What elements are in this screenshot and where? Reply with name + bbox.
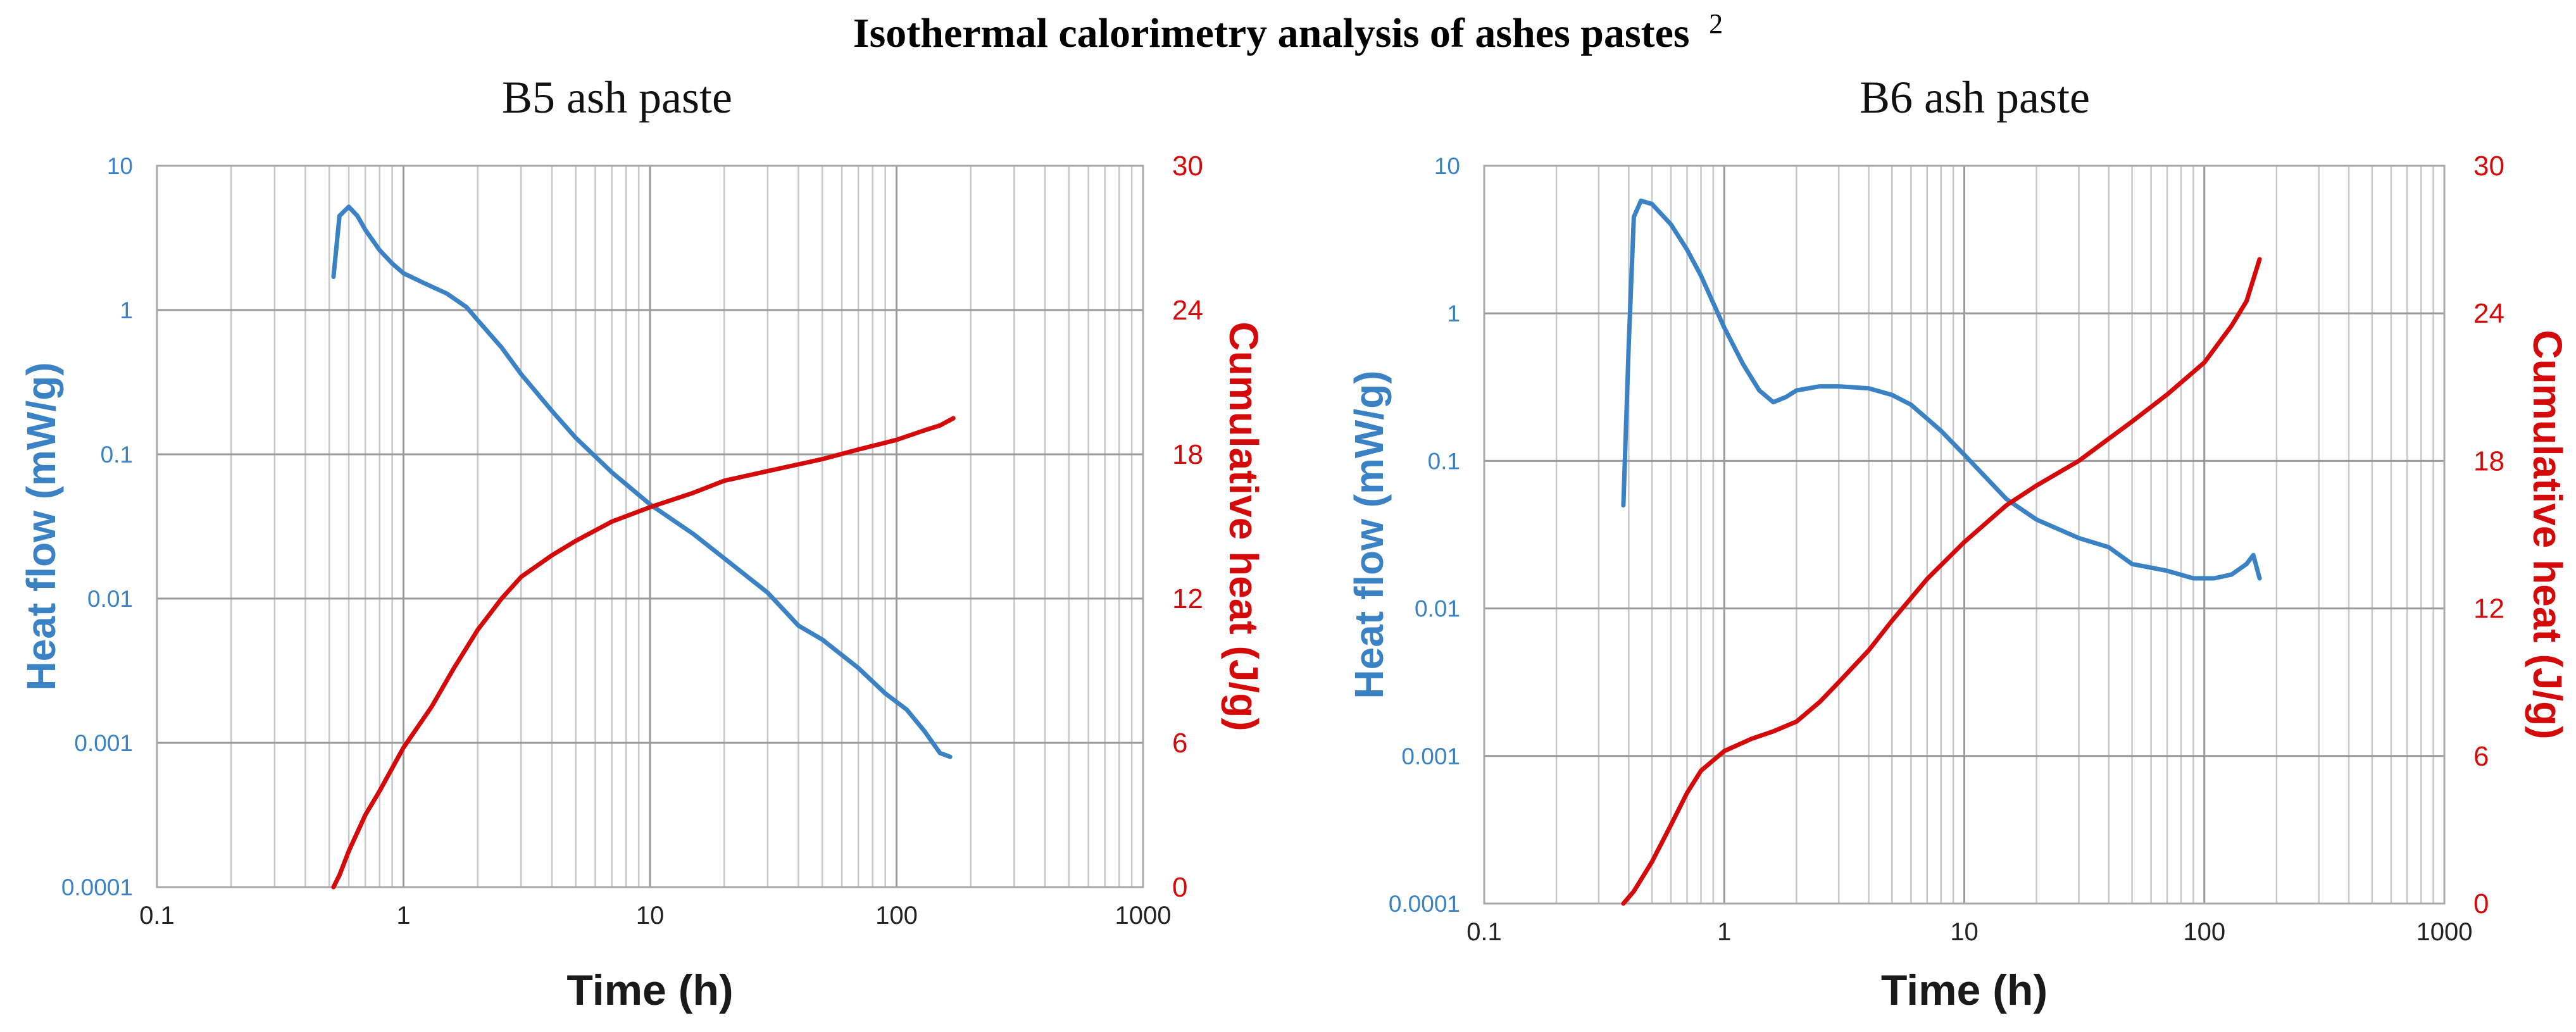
y-right-tick-label: 30: [2473, 151, 2504, 182]
x-tick-label: 1: [396, 902, 410, 929]
heat-flow-series-line: [1621, 198, 2262, 581]
y-right-tick-label: 6: [1172, 728, 1187, 759]
y-right-tick-label: 24: [2473, 298, 2504, 329]
y-left-tick-label: 1: [1447, 301, 1460, 326]
y-right-tick-label: 18: [1172, 439, 1203, 470]
y-right-axis-title: Cumulative heat (J/g): [2525, 330, 2570, 739]
y-right-tick-label: 12: [2473, 594, 2504, 625]
plot-frame: [156, 165, 1144, 888]
x-tick-label: 1000: [2417, 918, 2473, 946]
y-left-tick-label: 0.0001: [1389, 891, 1460, 917]
y-right-tick-label: 0: [1172, 872, 1187, 903]
x-tick-label: 10: [636, 902, 665, 929]
x-axis-title: Time (h): [1881, 966, 2048, 1014]
x-tick-label: 100: [875, 902, 918, 929]
y-left-tick-label: 0.1: [1428, 448, 1460, 474]
x-tick-label: 1000: [1115, 902, 1172, 929]
cumulative-heat-series-line: [1621, 257, 2262, 906]
y-left-tick-label: 1: [120, 297, 133, 323]
y-left-tick-label: 10: [107, 153, 133, 179]
x-tick-label: 0.1: [1466, 918, 1502, 946]
y-left-tick-label: 10: [1434, 153, 1460, 179]
y-left-tick-label: 0.01: [1415, 596, 1460, 622]
x-tick-label: 10: [1950, 918, 1979, 946]
panel-title: B5 ash paste: [502, 72, 732, 123]
y-right-axis-title: Cumulative heat (J/g): [1221, 321, 1266, 731]
y-right-tick-label: 18: [2473, 445, 2504, 476]
y-left-tick-label: 0.0001: [61, 874, 133, 900]
panel-title: B6 ash paste: [1860, 72, 2090, 123]
y-right-tick-label: 30: [1172, 151, 1203, 182]
y-right-tick-label: 6: [2473, 741, 2489, 772]
y-left-tick-label: 0.001: [74, 730, 133, 756]
figure-title: Isothermal calorimetry analysis of ashes…: [853, 8, 1723, 56]
figure-title-superscript: 2: [1709, 8, 1723, 39]
plot-frame: [1483, 165, 2446, 905]
figure-title-text: Isothermal calorimetry analysis of ashes…: [853, 10, 1690, 56]
y-left-tick-label: 0.01: [87, 586, 133, 612]
x-tick-label: 1: [1717, 918, 1731, 946]
y-left-axis-title: Heat flow (mW/g): [1346, 370, 1392, 699]
x-tick-label: 100: [2183, 918, 2225, 946]
y-right-tick-label: 0: [2473, 888, 2489, 919]
y-left-axis-title: Heat flow (mW/g): [18, 362, 64, 690]
y-left-tick-label: 0.001: [1401, 743, 1460, 769]
x-axis-title: Time (h): [566, 966, 733, 1014]
y-right-tick-label: 24: [1172, 295, 1203, 326]
heat-flow-series-line: [331, 204, 953, 759]
y-right-tick-label: 12: [1172, 583, 1203, 614]
x-tick-label: 0.1: [139, 902, 175, 929]
cumulative-heat-series-line: [331, 416, 956, 890]
y-left-tick-label: 0.1: [101, 442, 133, 468]
